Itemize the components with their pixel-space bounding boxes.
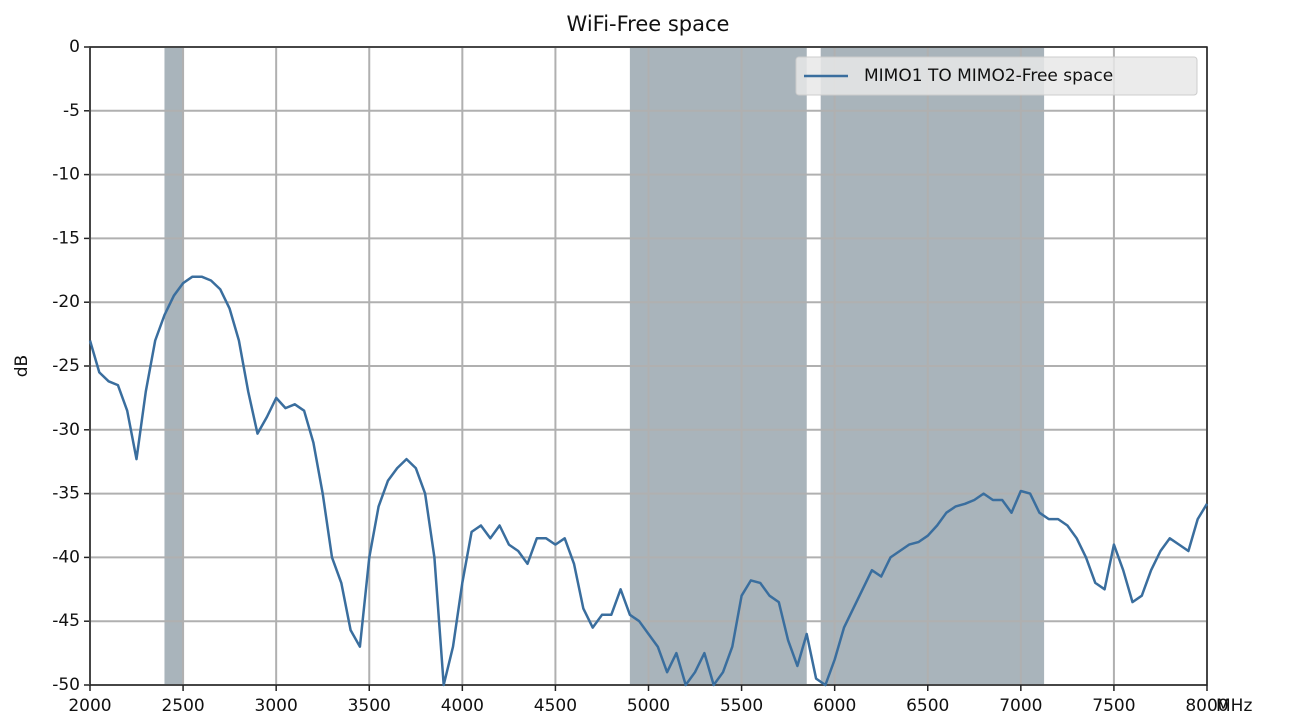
- x-tick-label: 4500: [534, 696, 577, 716]
- x-tick-label: 3000: [255, 696, 298, 716]
- y-tick-label: -50: [52, 675, 80, 695]
- y-tick-label: -5: [63, 101, 80, 121]
- y-axis-label: dB: [12, 355, 32, 377]
- data-line: [88, 275, 1209, 687]
- x-tick-label: 4000: [441, 696, 484, 716]
- y-tick-label: -20: [52, 292, 80, 312]
- x-tick-label: 5000: [627, 696, 670, 716]
- x-tick-label: 6000: [813, 696, 856, 716]
- x-tick-label: 2500: [161, 696, 204, 716]
- legend-label: MIMO1 TO MIMO2-Free space: [864, 66, 1113, 86]
- y-tick-label: -40: [52, 547, 80, 567]
- y-tick-label: -10: [52, 165, 80, 185]
- y-tick-label: -15: [52, 228, 80, 248]
- x-tick-label: 2000: [68, 696, 111, 716]
- y-tick-label: -35: [52, 484, 80, 504]
- y-tick-label: 0: [69, 37, 80, 57]
- x-tick-label: 5500: [720, 696, 763, 716]
- y-tick-label: -25: [52, 356, 80, 376]
- x-tick-label: 8000: [1185, 696, 1228, 716]
- plot-frame: [89, 46, 1208, 686]
- x-axis-label: MHz: [1216, 696, 1252, 716]
- x-tick-label: 3500: [348, 696, 391, 716]
- y-tick-label: -45: [52, 611, 80, 631]
- x-tick-label: 6500: [906, 696, 949, 716]
- x-tick-label: 7500: [1092, 696, 1135, 716]
- x-tick-label: 7000: [999, 696, 1042, 716]
- chart-title: WiFi-Free space: [567, 12, 730, 36]
- legend-box: [795, 56, 1198, 96]
- y-tick-label: -30: [52, 420, 80, 440]
